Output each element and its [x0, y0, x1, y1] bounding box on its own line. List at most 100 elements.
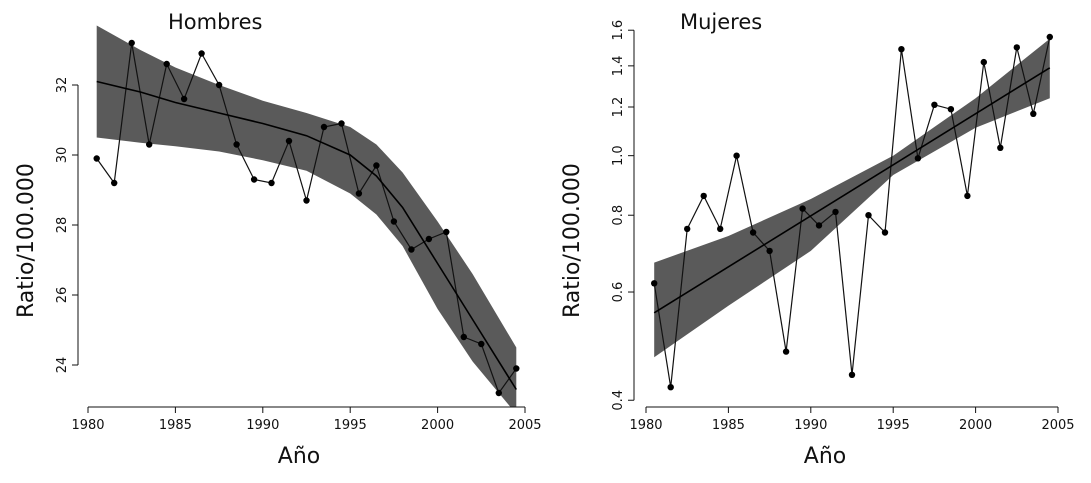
data-point	[651, 280, 658, 287]
data-point	[268, 179, 275, 187]
data-point	[478, 340, 485, 348]
data-point	[180, 95, 188, 103]
y-tick: 1.6	[611, 20, 634, 41]
y-tick-label: 1.6	[611, 20, 626, 41]
data-point	[408, 246, 415, 253]
y-tick: 1.0	[611, 145, 634, 166]
y-tick: 1.4	[611, 56, 634, 77]
x-tick: 2000	[959, 407, 992, 433]
chart-hombres: Hombres Ratio/100.000 Año 1980 1985 1990 19…	[0, 0, 545, 483]
data-point	[250, 176, 258, 183]
data-point	[355, 190, 363, 197]
data-point	[947, 106, 955, 113]
data-point	[1046, 33, 1053, 41]
x-tick-label: 1985	[159, 418, 192, 433]
data-point	[881, 229, 889, 236]
x-tick-label: 1985	[712, 418, 745, 433]
plot-area: 1980 1985 1990 1995 2000 2005 24 26 28 30 32	[55, 25, 542, 433]
data-point	[931, 101, 938, 109]
x-tick: 1980	[71, 407, 105, 433]
data-point	[700, 192, 707, 200]
chart-title: Hombres	[168, 10, 263, 34]
y-tick-label: 1.2	[611, 97, 626, 118]
data-point	[684, 225, 691, 233]
x-tick: 2005	[1041, 407, 1075, 433]
data-point	[964, 192, 971, 200]
data-point	[832, 208, 839, 216]
data-point	[320, 123, 328, 131]
data-point	[373, 162, 380, 169]
y-tick: 32	[55, 77, 78, 94]
data-point	[233, 141, 240, 148]
fitted-trend-line	[653, 67, 1051, 314]
y-tick: 0.4	[611, 390, 634, 411]
data-point	[198, 50, 205, 57]
y-tick-label: 0.8	[611, 205, 626, 226]
data-point	[93, 155, 100, 162]
data-point	[111, 179, 118, 187]
chart-mujeres: Mujeres Ratio/100.000 Año 1980 1985 1990 19…	[546, 0, 1091, 483]
data-point	[815, 222, 823, 229]
data-point	[997, 144, 1004, 151]
y-tick: 26	[55, 287, 78, 303]
x-tick-label: 1980	[71, 418, 104, 433]
y-tick-label: 30	[55, 147, 70, 164]
x-tick-label: 1995	[877, 418, 910, 433]
y-tick-label: 1.0	[611, 145, 626, 166]
confidence-band	[96, 25, 517, 407]
x-tick: 1985	[159, 407, 192, 433]
x-tick-label: 2005	[508, 418, 541, 433]
data-point	[215, 81, 223, 89]
plot-area: 1980 1985 1990 1995 2000 2005 0.4 0.6 0.8 1.0 1.2 1…	[611, 20, 1075, 433]
x-tick-label: 1990	[246, 418, 279, 433]
x-axis-label: Año	[803, 444, 847, 469]
y-tick-label: 0.4	[611, 390, 626, 411]
y-tick: 0.8	[611, 205, 634, 226]
data-point	[460, 333, 467, 341]
y-tick-label: 32	[55, 77, 70, 94]
x-axis-label: Año	[277, 444, 321, 469]
chart-title: Mujeres	[680, 10, 763, 34]
y-tick-label: 1.4	[611, 56, 626, 77]
x-tick: 1995	[334, 407, 367, 433]
y-tick-label: 0.6	[611, 282, 626, 303]
x-tick: 2005	[508, 407, 542, 433]
y-tick: 28	[55, 217, 78, 234]
x-tick-label: 1995	[334, 418, 367, 433]
data-point	[425, 235, 433, 243]
data-point	[163, 60, 170, 68]
data-point	[443, 228, 450, 236]
data-point	[865, 212, 872, 219]
data-point	[495, 389, 502, 397]
observed-series-line	[96, 42, 517, 395]
fitted-trend-line	[96, 80, 517, 390]
data-point	[338, 120, 345, 127]
data-point	[146, 141, 153, 148]
data-point	[733, 152, 740, 159]
x-tick: 1985	[712, 407, 745, 433]
data-point	[782, 348, 790, 355]
x-tick: 1995	[877, 407, 910, 433]
x-tick: 1990	[794, 407, 827, 433]
data-point	[848, 371, 856, 378]
data-point	[667, 384, 674, 391]
y-tick-label: 28	[55, 217, 70, 234]
x-tick: 1990	[246, 407, 279, 433]
y-tick: 30	[55, 147, 78, 164]
y-tick-label: 24	[55, 357, 70, 374]
data-point	[898, 46, 905, 53]
y-tick: 0.6	[611, 282, 634, 303]
x-tick-label: 1990	[794, 418, 827, 433]
data-point	[513, 365, 520, 372]
data-point	[980, 58, 987, 66]
y-tick: 1.2	[611, 97, 634, 118]
x-tick-label: 2000	[959, 418, 992, 433]
x-tick-label: 2005	[1041, 418, 1074, 433]
x-tick-label: 1980	[629, 418, 662, 433]
data-point	[717, 225, 724, 233]
data-point	[766, 247, 773, 255]
data-point	[1013, 44, 1020, 51]
data-point	[914, 155, 922, 162]
data-point	[285, 137, 293, 145]
data-point	[749, 229, 757, 236]
